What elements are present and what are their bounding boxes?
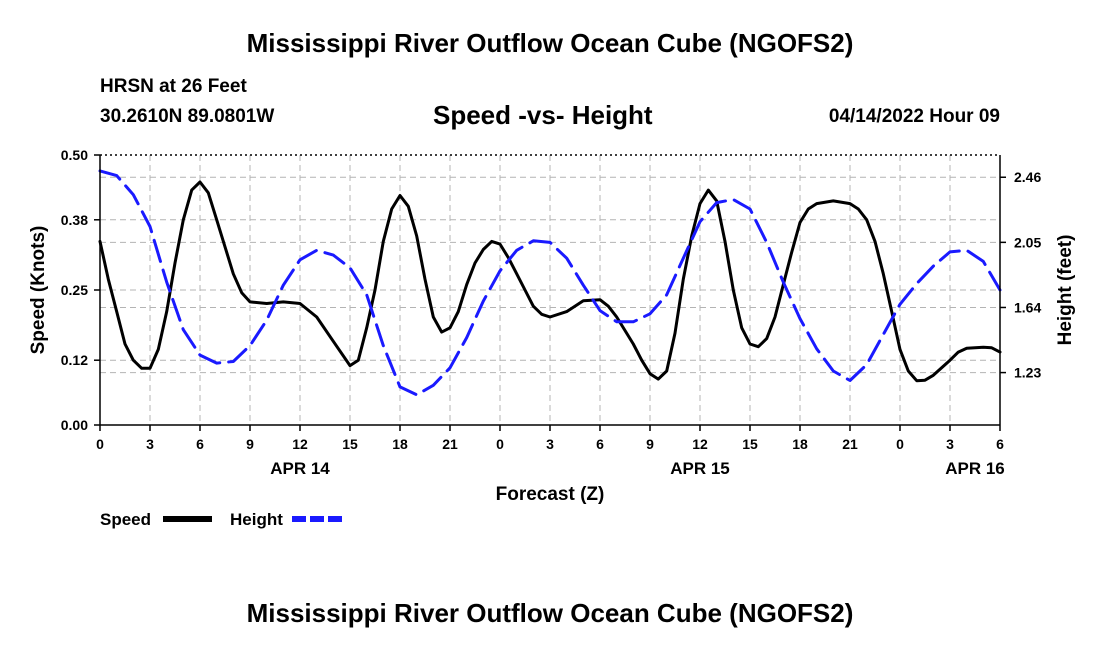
x-date-label: APR 15: [670, 459, 730, 478]
y-tick-label: 0.38: [61, 212, 88, 228]
x-tick-label: 3: [946, 436, 954, 452]
y-tick-label: 0.50: [61, 147, 88, 163]
y2-axis-title: Height (feet): [1055, 235, 1076, 346]
station-coordinates: 30.2610N 89.0801W: [100, 106, 275, 127]
x-tick-label: 9: [246, 436, 254, 452]
y2-tick-label: 1.64: [1014, 299, 1041, 315]
axis-labels: 0 3 6 9 12 15 18 21 0 3 6 9 12 15 18 21 0 3 6 APR 14 APR 15 A…: [28, 147, 1076, 505]
grid-lines: [100, 155, 1000, 425]
x-date-label: APR 14: [270, 459, 330, 478]
x-tick-label: 6: [996, 436, 1004, 452]
x-tick-label: 21: [442, 436, 458, 452]
y-tick-label: 0.12: [61, 352, 88, 368]
station-label: HRSN at 26 Feet: [100, 76, 247, 97]
x-date-label: APR 16: [945, 459, 1005, 478]
y-tick-label: 0.25: [61, 282, 88, 298]
x-tick-label: 3: [546, 436, 554, 452]
y2-tick-label: 1.23: [1014, 365, 1041, 381]
x-tick-label: 6: [196, 436, 204, 452]
y2-tick-label: 2.46: [1014, 169, 1041, 185]
axes: [94, 154, 1006, 431]
x-tick-label: 18: [792, 436, 808, 452]
legend: Speed Height: [100, 510, 342, 529]
x-tick-label: 0: [96, 436, 104, 452]
x-tick-label: 3: [146, 436, 154, 452]
x-tick-label: 0: [496, 436, 504, 452]
x-tick-label: 12: [692, 436, 708, 452]
x-tick-label: 15: [342, 436, 358, 452]
series-speed-line: [98, 180, 1002, 383]
x-tick-label: 0: [896, 436, 904, 452]
x-tick-label: 18: [392, 436, 408, 452]
x-tick-label: 6: [596, 436, 604, 452]
chart-title: Speed -vs- Height: [433, 100, 653, 130]
x-tick-label: 21: [842, 436, 858, 452]
series-height-line: [98, 169, 1002, 397]
series-lines: [98, 169, 1002, 397]
y2-tick-label: 2.05: [1014, 234, 1041, 250]
x-axis-title: Forecast (Z): [496, 484, 605, 505]
forecast-datetime: 04/14/2022 Hour 09: [828, 106, 1000, 127]
x-tick-label: 9: [646, 436, 654, 452]
legend-label-speed: Speed: [100, 510, 151, 529]
legend-label-height: Height: [230, 510, 283, 529]
y-axis-title: Speed (Knots): [28, 226, 49, 355]
bottom-title: Mississippi River Outflow Ocean Cube (NG…: [246, 598, 854, 628]
x-tick-label: 15: [742, 436, 758, 452]
main-title: Mississippi River Outflow Ocean Cube (NG…: [246, 28, 854, 58]
x-tick-label: 12: [292, 436, 308, 452]
y-tick-label: 0.00: [61, 417, 88, 433]
